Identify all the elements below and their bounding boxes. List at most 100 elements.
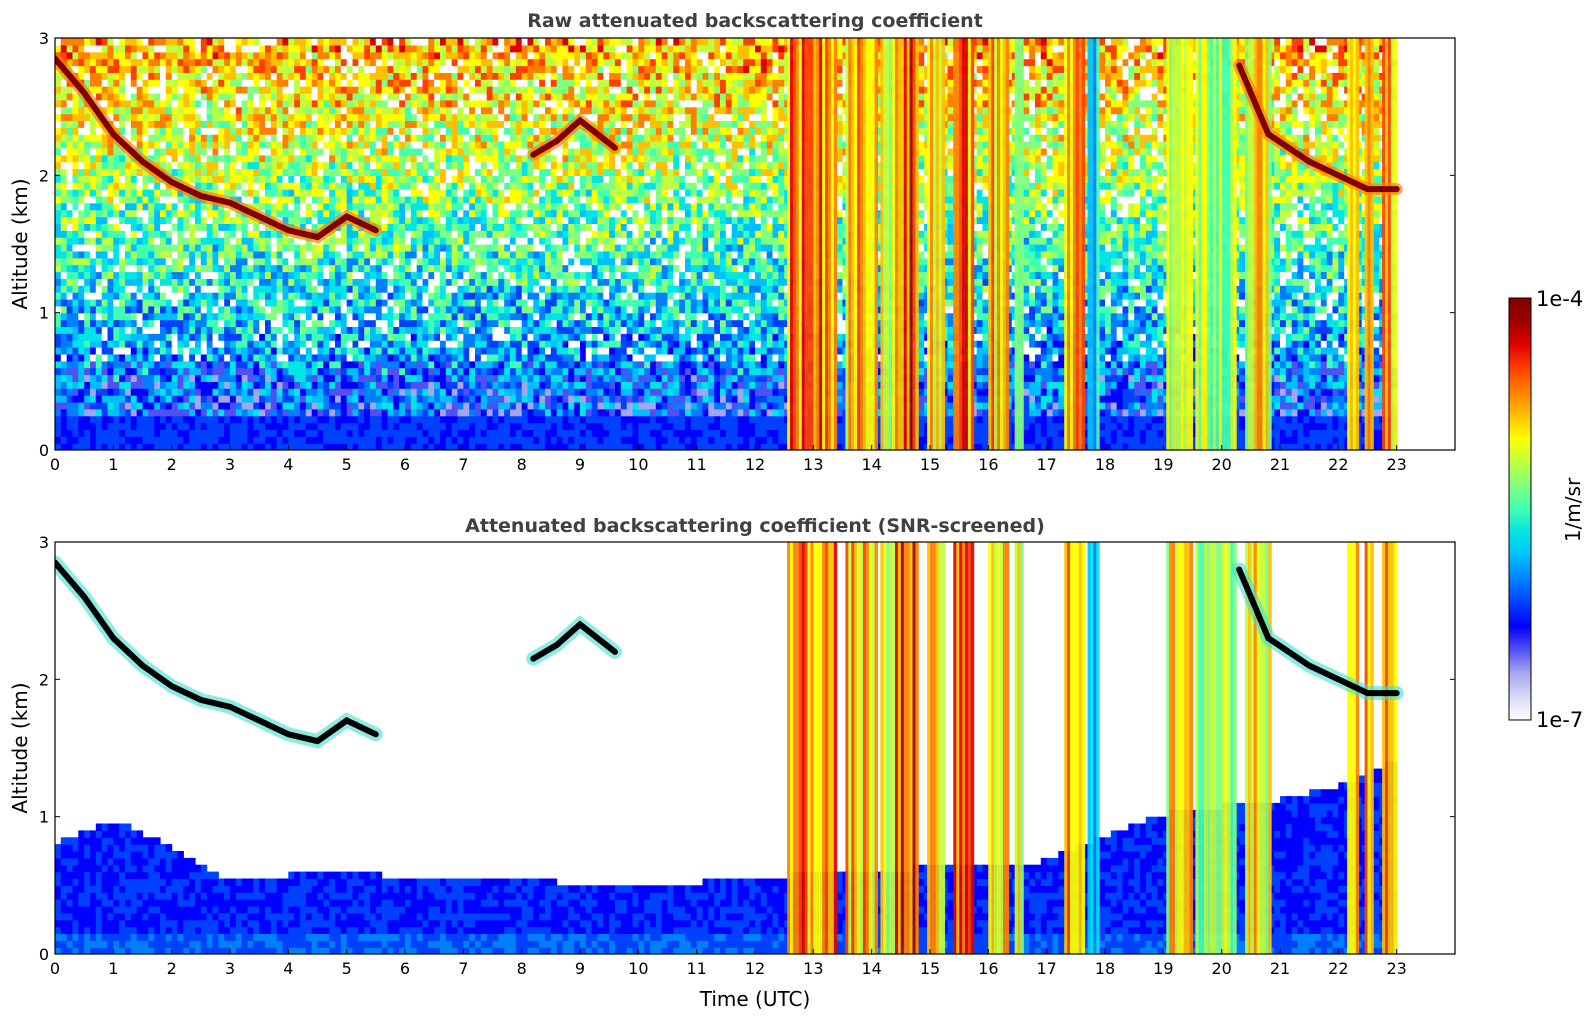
plume-column (967, 542, 972, 954)
y-tick-label: 2 (39, 166, 49, 185)
plume-column (1224, 38, 1228, 450)
plume-column (895, 38, 899, 450)
x-tick-label: 0 (50, 959, 60, 978)
plume-column (1002, 38, 1007, 450)
plume-column (798, 542, 803, 954)
plume-column (822, 38, 826, 450)
plume-column (1221, 542, 1226, 954)
plume-column (825, 38, 829, 450)
plume-column (1075, 542, 1080, 954)
plume-column (1064, 38, 1068, 450)
aerosol-plumes (787, 542, 1398, 954)
cloud-layer (55, 55, 379, 241)
plume-column (1390, 542, 1395, 954)
plume-column (1017, 38, 1021, 450)
plume-column (1204, 38, 1208, 450)
plume-column (1247, 38, 1252, 450)
y-tick-label: 0 (39, 945, 49, 964)
x-tick-label: 3 (225, 455, 235, 474)
x-tick-label: 12 (745, 959, 765, 978)
plume-column (1067, 38, 1071, 450)
plume-column (1175, 542, 1179, 954)
plume-column (1096, 542, 1100, 954)
plume-column (1093, 38, 1097, 450)
colorbar-min-label: 1e-7 (1536, 708, 1583, 732)
plume-column (1177, 38, 1182, 450)
plume-column (1207, 542, 1211, 954)
plume-column (1259, 38, 1263, 450)
x-tick-label: 8 (517, 959, 527, 978)
x-tick-label: 15 (920, 455, 940, 474)
y-axis-screened: 0 1 2 3 (39, 533, 1455, 964)
y-tick-label: 1 (39, 304, 49, 323)
plume-column (874, 38, 878, 450)
plume-column (1078, 542, 1083, 954)
x-tick-label: 18 (1095, 959, 1115, 978)
plume-column (1364, 542, 1368, 954)
plume-column (1189, 542, 1193, 954)
plume-column (1224, 542, 1228, 954)
plume-column (1090, 542, 1094, 954)
plume-column (816, 542, 820, 954)
plume-column (994, 542, 998, 954)
plume-column (900, 542, 905, 954)
plume-column (1075, 38, 1080, 450)
plume-column (1355, 542, 1360, 954)
plume-column (1064, 542, 1068, 954)
plume-column (1230, 38, 1234, 450)
plume-column (807, 38, 811, 450)
plume-column (1005, 38, 1010, 450)
plume-column (1070, 542, 1074, 954)
plume-column (1227, 542, 1231, 954)
panel-screened: Attenuated backscattering coefficient (S… (8, 515, 1456, 1011)
plume-column (1081, 38, 1086, 450)
x-tick-label: 17 (1036, 959, 1056, 978)
plume-column (871, 542, 876, 954)
plume-column (1355, 38, 1360, 450)
plume-column (941, 38, 946, 450)
x-tick-label: 1 (108, 959, 118, 978)
plume-column (1090, 38, 1094, 450)
plume-column (938, 542, 943, 954)
plume-column (1390, 38, 1395, 450)
plume-column (860, 542, 864, 954)
plume-column (886, 542, 890, 954)
plume-column (1265, 38, 1269, 450)
plume-column (1385, 542, 1389, 954)
plume-column (1215, 542, 1220, 954)
x-tick-label: 9 (575, 455, 585, 474)
plume-column (1072, 542, 1077, 954)
plume-column (862, 542, 867, 954)
y-axis-raw: 0 1 2 3 (39, 29, 1455, 460)
plume-column (1268, 542, 1272, 954)
plume-column (1382, 542, 1386, 954)
plume-column (892, 38, 896, 450)
plume-column (1172, 542, 1176, 954)
plume-column (1195, 38, 1199, 450)
plume-column (1387, 542, 1392, 954)
plume-column (988, 38, 992, 450)
plume-column (1253, 38, 1258, 450)
plume-column (845, 38, 849, 450)
plume-column (801, 542, 806, 954)
x-tick-label: 7 (458, 959, 468, 978)
plume-column (1250, 542, 1255, 954)
plume-column (1020, 542, 1024, 954)
plume-column (1370, 38, 1374, 450)
plume-column (1096, 38, 1100, 450)
colorbar-unit-label: 1/m/sr (1561, 477, 1585, 542)
plume-column (854, 38, 858, 450)
plume-column (1180, 542, 1185, 954)
y-label-screened: Altitude (km) (8, 682, 32, 813)
plume-column (792, 542, 797, 954)
x-tick-label: 20 (1211, 959, 1231, 978)
y-tick-label: 3 (39, 533, 49, 552)
plume-column (827, 38, 832, 450)
colorbar: 1e-4 1e-7 1/m/sr (1508, 287, 1585, 732)
plume-column (1212, 38, 1217, 450)
plume-column (938, 38, 943, 450)
plume-column (988, 542, 992, 954)
x-label-screened: Time (UTC) (699, 987, 811, 1011)
cloud-layer-aloft (530, 620, 618, 662)
